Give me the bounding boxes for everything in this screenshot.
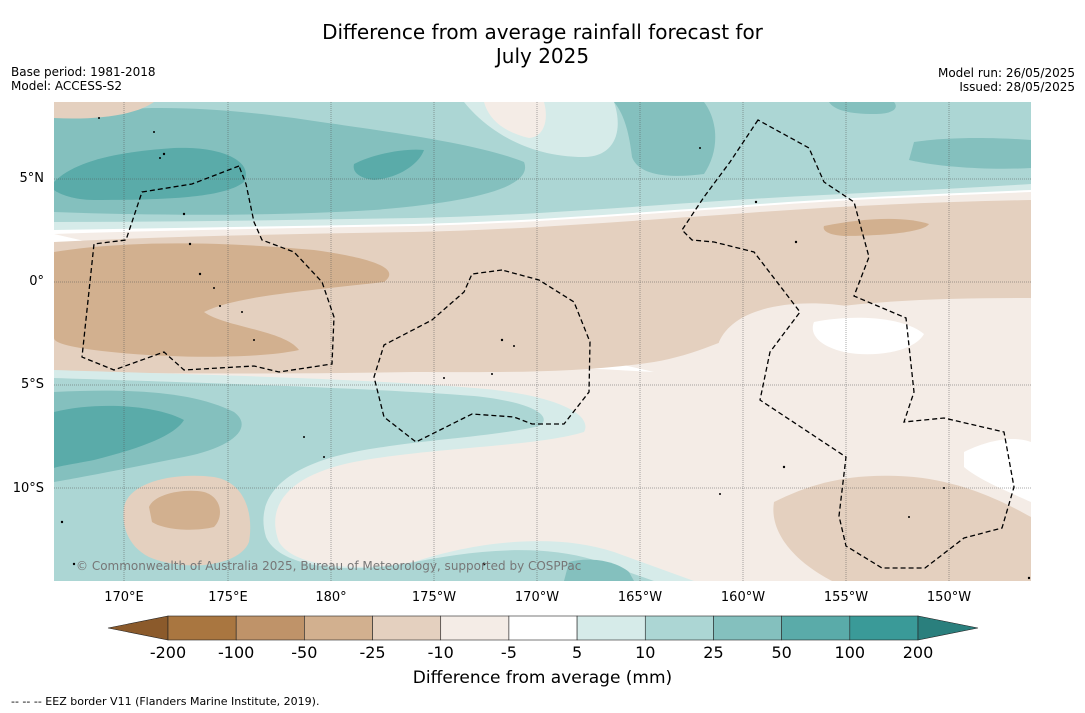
lon-label-165w: 165°W — [617, 590, 663, 605]
contour-north-50b — [614, 102, 716, 176]
colorbar-segment — [508, 615, 578, 641]
map-title: Difference from average rainfall forecas… — [0, 20, 1085, 68]
contour-north-dry — [484, 102, 546, 138]
contour-southeast-25 — [773, 475, 1031, 581]
lon-label-150w: 150°W — [926, 590, 972, 605]
colorbar-segment — [167, 615, 237, 641]
colorbar-tick-label: 100 — [834, 643, 866, 662]
graticule — [54, 102, 1031, 581]
lat-label-0: 0° — [29, 274, 44, 289]
eez-central — [373, 269, 591, 443]
base-period: Base period: 1981-2018 — [11, 65, 156, 79]
eez-west — [81, 165, 335, 373]
model-name: Model: ACCESS-S2 — [11, 79, 123, 93]
colorbar-segment — [440, 615, 510, 641]
colorbar-tick-label: 25 — [703, 643, 724, 662]
lon-label-155w: 155°W — [823, 590, 869, 605]
colorbar-title: Difference from average (mm) — [412, 668, 673, 688]
colorbar-tick-label: -25 — [359, 643, 386, 662]
contour-north-100b — [353, 149, 424, 180]
colorbar-tick-label: -10 — [427, 643, 454, 662]
base-info: Base period: 1981-2018 Model: ACCESS-S2 — [11, 65, 156, 93]
colorbar-tick-label: 10 — [635, 643, 656, 662]
colorbar-segment — [304, 615, 373, 641]
contour-central-50 — [54, 243, 390, 357]
eez-footnote: -- -- -- EEZ border V11 (Flanders Marine… — [11, 695, 320, 708]
title-line-1: Difference from average rainfall forecas… — [322, 20, 763, 44]
run-info: Model run: 26/05/2025 Issued: 28/05/2025 — [938, 66, 1075, 94]
colorbar-segment — [576, 615, 646, 641]
colorbar-tick-label: -50 — [291, 643, 318, 662]
colorbar-extend-high — [917, 615, 979, 641]
lon-label-170w: 170°W — [514, 590, 560, 605]
contour-east-white — [812, 317, 924, 355]
lat-label-5n: 5°N — [19, 171, 45, 186]
lon-label-175w: 175°W — [411, 590, 457, 605]
lon-label-180: 180° — [315, 590, 347, 605]
rainfall-map — [54, 102, 1031, 581]
contour-north-50d — [829, 102, 896, 114]
lat-label-10s: 10°S — [12, 481, 44, 496]
colorbar-segment — [372, 615, 442, 641]
colorbar-segment — [781, 615, 851, 641]
colorbar-segment — [644, 615, 714, 641]
colorbar-tick-label: 50 — [771, 643, 792, 662]
lon-label-160w: 160°W — [720, 590, 766, 605]
lon-label-175e: 175°E — [208, 590, 248, 605]
contour-sw-dry-50 — [149, 490, 220, 530]
contour-south-100 — [54, 405, 184, 468]
colorbar-tick-label: -5 — [500, 643, 517, 662]
lat-label-5s: 5°S — [20, 377, 44, 392]
colorbar-tick-label: -200 — [149, 643, 187, 662]
issued-date: Issued: 28/05/2025 — [959, 80, 1075, 94]
colorbar — [107, 615, 979, 641]
colorbar-segment — [713, 615, 782, 641]
colorbar-segment — [235, 615, 305, 641]
colorbar-tick-label: -100 — [218, 643, 255, 662]
islands — [60, 117, 1031, 580]
eez-borders — [81, 119, 1015, 569]
lon-label-170e: 170°E — [104, 590, 144, 605]
contour-north-100 — [54, 147, 246, 200]
colorbar-tick-label: 200 — [902, 643, 934, 662]
contour-central-50b — [823, 218, 929, 236]
contour-central-25 — [54, 200, 1031, 374]
model-run: Model run: 26/05/2025 — [937, 66, 1075, 80]
copyright-notice: © Commonwealth of Australia 2025, Bureau… — [76, 559, 582, 573]
title-line-2: July 2025 — [495, 44, 590, 68]
contour-south-50b — [564, 559, 634, 581]
colorbar-extend-low — [107, 615, 169, 641]
colorbar-segment — [849, 615, 919, 641]
colorbar-tick-label: 5 — [571, 643, 583, 662]
contour-north-dry-top — [54, 102, 154, 119]
eez-east — [681, 119, 1015, 569]
contour-north-50c — [909, 138, 1031, 169]
